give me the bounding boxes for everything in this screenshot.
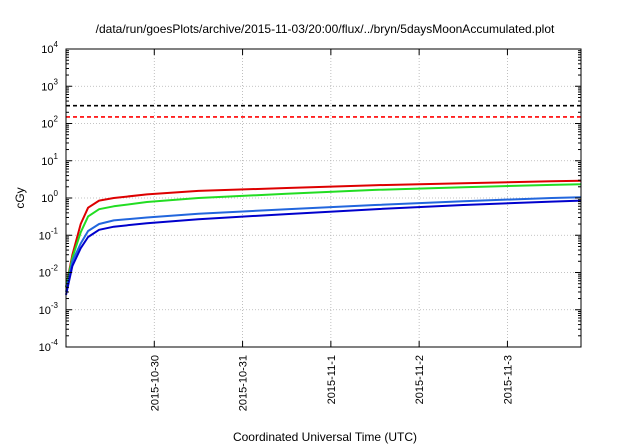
y-tick-label: 10-4	[39, 338, 59, 354]
y-tick-label: 100	[41, 189, 58, 205]
x-axis-label: Coordinated Universal Time (UTC)	[233, 430, 417, 444]
reference-lines	[66, 104, 581, 118]
y-tick-label: 104	[41, 40, 58, 56]
y-tick-label: 10-3	[39, 301, 59, 317]
series-line	[65, 179, 582, 288]
x-tick-label: 2015-11-3	[502, 355, 514, 404]
x-axis-ticks: 2015-10-30 2015-10-31 2015-11-1 2015-11-2 20…	[149, 49, 514, 411]
y-tick-label: 10-1	[39, 226, 59, 242]
series-lines	[65, 179, 582, 296]
series-line	[65, 183, 582, 288]
chart-title: /data/run/goesPlots/archive/2015-11-03/2…	[96, 22, 555, 36]
x-tick-label: 2015-10-31	[238, 355, 250, 411]
y-tick-label: 102	[41, 115, 58, 131]
y-axis-ticks: 10-4 10-3 10-2 10-1 100 101 102 103 104	[39, 40, 581, 354]
x-tick-label: 2015-11-1	[326, 355, 338, 404]
y-tick-label: 10-2	[39, 264, 59, 280]
y-tick-label: 101	[41, 152, 58, 168]
grid	[66, 49, 581, 347]
y-axis-label: cGy	[13, 187, 27, 208]
plot-frame	[65, 48, 582, 348]
x-tick-label: 2015-11-2	[414, 355, 426, 404]
y-tick-label: 103	[41, 77, 58, 93]
x-tick-label: 2015-10-30	[149, 355, 161, 411]
series-line	[65, 199, 582, 296]
series-line	[65, 196, 582, 293]
